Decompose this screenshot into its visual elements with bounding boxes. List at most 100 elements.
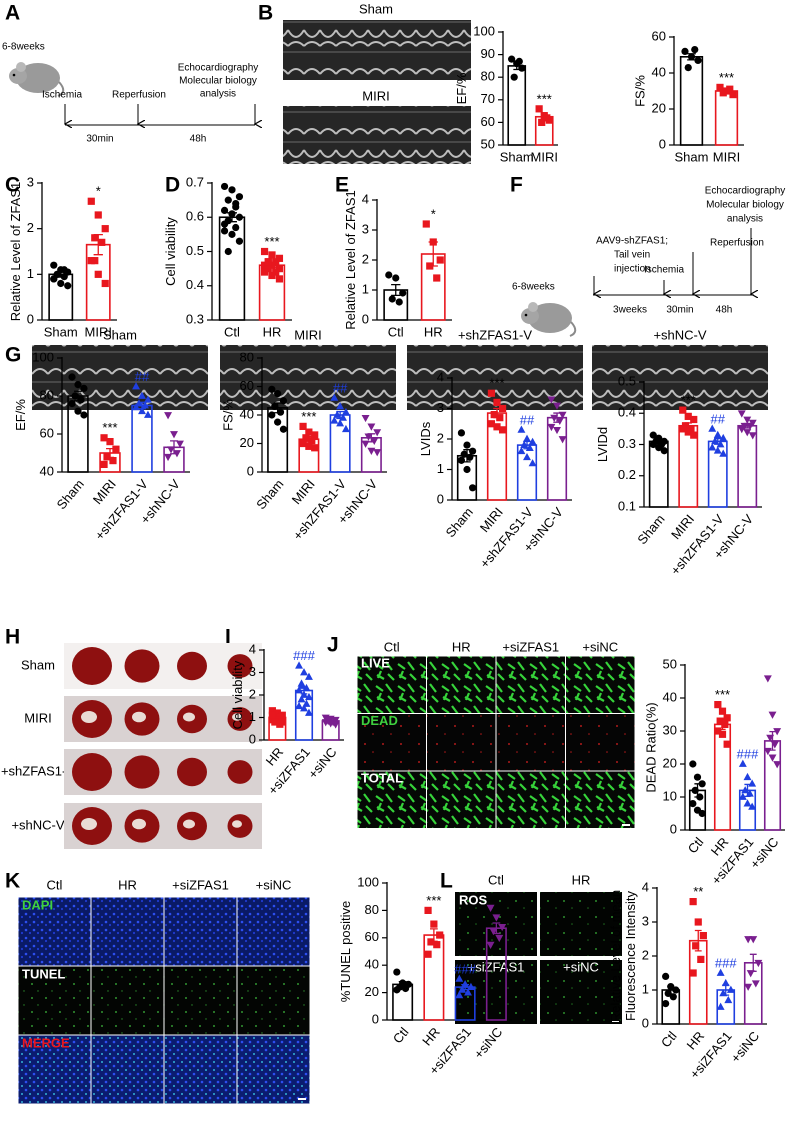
y-tick-label: 60 (652, 28, 666, 43)
image-label: +shNC-V (653, 327, 706, 342)
column-label: Ctl (488, 872, 504, 887)
data-point (224, 196, 232, 204)
y-tick-label: 0 (437, 491, 444, 506)
x-tick-label: Ctl (224, 324, 240, 339)
data-point (553, 426, 561, 435)
data-point (694, 56, 702, 64)
data-point (679, 425, 687, 433)
data-point (773, 761, 782, 769)
data-point (268, 711, 276, 719)
data-point (763, 747, 772, 756)
data-point (300, 704, 308, 712)
data-point (716, 968, 725, 976)
data-point (726, 85, 734, 93)
data-point (713, 430, 722, 439)
injection-label: AAV9-shZFAS1; (596, 236, 668, 247)
data-point (106, 438, 114, 446)
echo-image (32, 345, 208, 410)
data-point (726, 985, 735, 993)
significance-label: ### (293, 648, 315, 663)
micrograph (237, 966, 310, 1035)
y-tick-label: 60 (40, 425, 54, 440)
y-tick-label: 4 (249, 641, 256, 656)
column-label: HR (572, 872, 591, 887)
data-point (143, 410, 152, 418)
data-point (361, 414, 370, 423)
data-point (80, 411, 88, 419)
data-point (308, 437, 316, 445)
y-tick-label: 40 (365, 957, 379, 972)
y-tick-label: 0.4 (186, 277, 204, 292)
x-tick-label: HR (263, 324, 282, 339)
infarct (232, 820, 242, 828)
data-point (681, 47, 689, 56)
y-axis-label: EF/% (454, 72, 469, 104)
data-point (295, 701, 303, 710)
significance-label: ## (333, 380, 348, 395)
data-point (698, 809, 706, 818)
micrograph (18, 966, 91, 1035)
data-point (738, 792, 747, 800)
data-point (330, 393, 339, 401)
data-point (164, 412, 173, 420)
data-point (518, 64, 526, 72)
data-point (550, 414, 559, 422)
data-point (64, 282, 72, 290)
data-point (268, 271, 276, 280)
y-axis-label: Relative Level of ZFAS1 (8, 182, 23, 321)
infarct (232, 713, 242, 721)
data-point (558, 411, 567, 419)
data-point (672, 986, 680, 994)
data-point (664, 989, 672, 998)
significance-label: *** (264, 234, 279, 249)
micrograph (237, 1035, 310, 1104)
panel-letter: B (258, 2, 273, 25)
row-label: DAPI (22, 897, 53, 912)
x-tick-label: Sham (253, 476, 286, 512)
data-point (57, 279, 65, 288)
data-point (132, 382, 141, 390)
data-point (228, 186, 236, 194)
y-tick-label: 20 (663, 755, 677, 770)
y-tick-label: 0.5 (618, 373, 636, 388)
data-point (100, 434, 108, 442)
data-point (684, 412, 692, 420)
data-point (723, 714, 731, 722)
micrograph (91, 897, 164, 966)
panel-letter: C (5, 174, 20, 197)
y-tick-label: 0 (27, 311, 34, 326)
micrograph (540, 960, 622, 1024)
data-point (751, 980, 760, 988)
y-tick-label: 80 (365, 902, 379, 917)
data-point (302, 699, 311, 707)
data-point (492, 914, 501, 922)
x-tick-label: Ctl (658, 1028, 680, 1050)
infarct (81, 818, 97, 830)
panel-letter: K (5, 870, 20, 893)
data-point (697, 955, 705, 963)
infarct (81, 711, 97, 723)
data-point (744, 936, 753, 944)
significance-label: ### (454, 961, 476, 976)
heart-slice (124, 755, 160, 789)
y-tick-label: 3 (437, 400, 444, 415)
micrograph (357, 771, 426, 828)
micrograph (357, 714, 426, 771)
data-point (719, 89, 727, 97)
echo-image (283, 106, 471, 164)
data-point (220, 206, 229, 214)
y-tick-label: 0.4 (618, 405, 636, 420)
data-point (173, 450, 181, 458)
x-tick-label: Sham (44, 324, 78, 339)
data-point (297, 695, 306, 703)
echo-b: Sham MIRI (283, 1, 471, 164)
data-point (138, 406, 146, 415)
data-point (461, 980, 470, 988)
data-point (553, 402, 561, 410)
data-point (235, 193, 244, 201)
data-point (468, 447, 477, 455)
data-point (714, 727, 722, 735)
x-tick-label: HR (424, 324, 443, 339)
data-point (746, 970, 755, 978)
endpoint-label: Molecular biology (706, 200, 784, 211)
